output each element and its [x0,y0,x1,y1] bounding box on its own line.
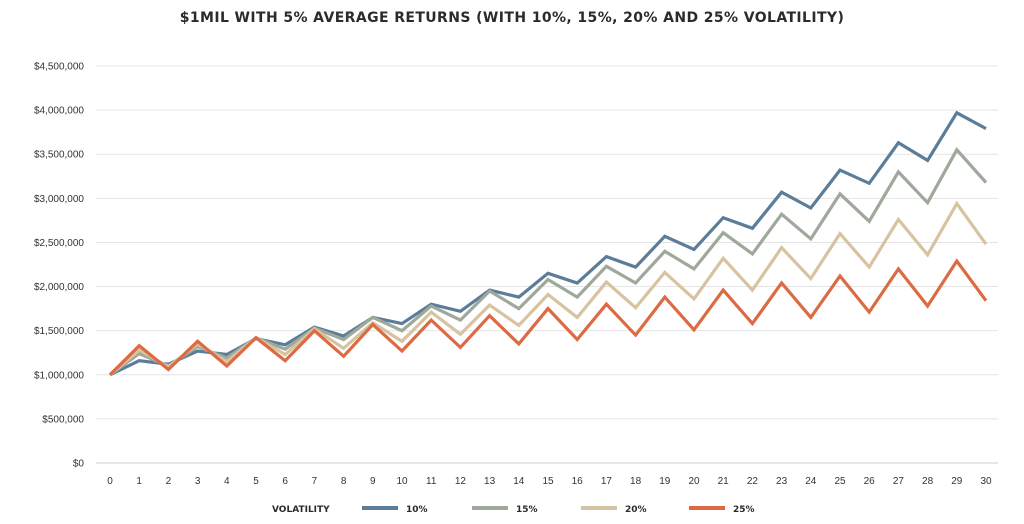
series-lines [108,110,988,377]
y-tick-label: $2,500,000 [34,238,84,249]
chart-title: $1MIL WITH 5% AVERAGE RETURNS (WITH 10%,… [179,10,845,26]
x-tick-label: 15 [542,476,554,487]
x-tick-label: 18 [630,476,642,487]
legend-label: 20% [625,505,647,515]
legend-label: 10% [406,505,428,515]
y-tick-label: $3,000,000 [34,194,84,205]
x-tick-label: 25 [834,476,846,487]
x-tick-label: 9 [370,476,376,487]
x-tick-label: 1 [136,476,142,487]
x-tick-label: 21 [718,476,730,487]
x-tick-label: 4 [224,476,230,487]
legend-label: 25% [733,505,755,515]
x-tick-label: 5 [253,476,259,487]
y-tick-label: $4,000,000 [34,106,84,117]
x-tick-label: 17 [601,476,613,487]
gridlines [96,65,998,464]
y-tick-label: $3,500,000 [34,150,84,161]
x-tick-label: 30 [980,476,992,487]
y-tick-label: $500,000 [42,414,84,425]
y-tick-label: $2,000,000 [34,282,84,293]
legend: VOLATILITY 10% 15% 20% 25% [272,505,755,515]
x-tick-label: 28 [922,476,934,487]
series-line-25pct [108,258,988,376]
x-tick-label: 22 [747,476,759,487]
x-tick-label: 29 [951,476,963,487]
x-tick-label: 24 [805,476,817,487]
y-tick-label: $4,500,000 [34,62,84,73]
x-tick-label: 14 [513,476,525,487]
x-tick-label: 12 [455,476,467,487]
x-tick-label: 8 [341,476,347,487]
series-line-20pct [108,200,988,377]
x-tick-label: 6 [282,476,288,487]
x-axis-ticks: 0 1 2 3 4 5 6 7 8 9 10 11 12 13 14 15 16 17 18 19 20 21 22 23 24… [107,476,992,487]
legend-label: 15% [516,505,538,515]
x-tick-label: 10 [396,476,408,487]
x-tick-label: 7 [312,476,318,487]
x-tick-label: 27 [893,476,905,487]
x-tick-label: 26 [864,476,876,487]
x-tick-label: 23 [776,476,788,487]
x-tick-label: 19 [659,476,671,487]
x-tick-label: 20 [688,476,700,487]
series-line-10pct [109,110,987,377]
x-tick-label: 11 [426,476,437,487]
y-tick-label: $0 [73,459,85,470]
x-tick-label: 0 [107,476,113,487]
y-tick-label: $1,500,000 [34,326,84,337]
series-line-15pct [109,147,988,377]
y-axis-ticks: $0 $500,000 $1,000,000 $1,500,000 $2,000,000… [34,62,84,470]
legend-title: VOLATILITY [272,505,330,515]
x-tick-label: 16 [572,476,584,487]
x-tick-label: 13 [484,476,496,487]
y-tick-label: $1,000,000 [34,370,84,381]
x-tick-label: 2 [166,476,172,487]
x-tick-label: 3 [195,476,201,487]
